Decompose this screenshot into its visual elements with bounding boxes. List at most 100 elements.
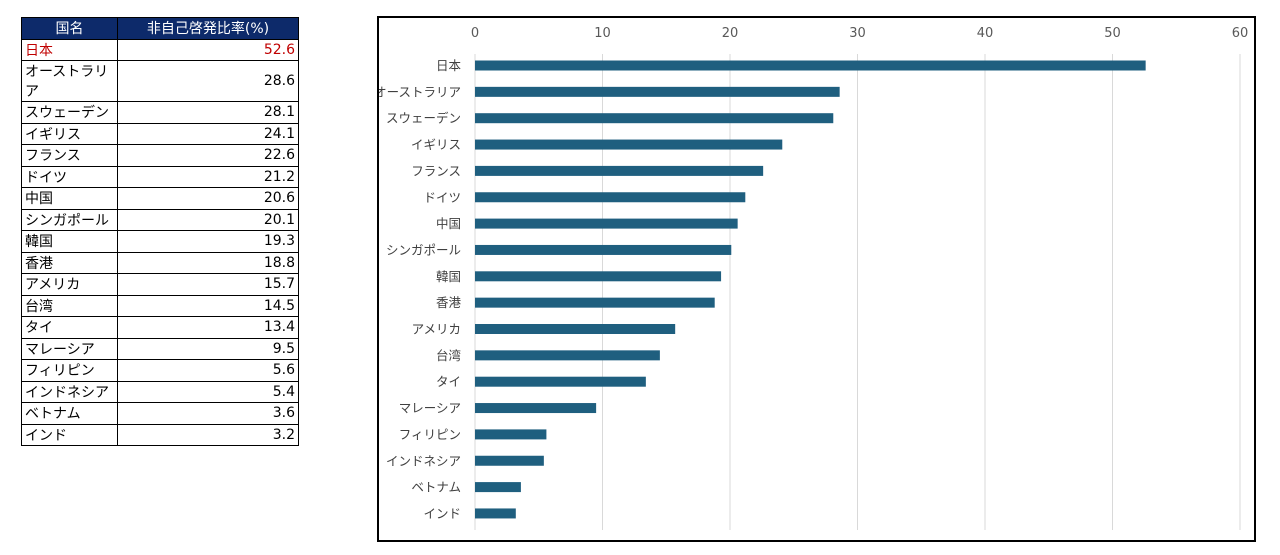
x-tick-label: 30 <box>849 26 866 41</box>
category-label: フランス <box>411 163 461 178</box>
country-cell: フィリピン <box>21 359 118 382</box>
category-label: スウェーデン <box>386 111 461 126</box>
table-row: シンガポール 20.1 <box>21 208 299 231</box>
data-table: 国名 非自己啓発比率(%) 日本 52.6 オーストラリア 28.6 スウェーデン 28.… <box>21 17 299 446</box>
bar <box>475 218 738 229</box>
country-cell: スウェーデン <box>21 101 118 124</box>
country-cell: ベトナム <box>21 402 118 425</box>
table-row: 韓国 19.3 <box>21 230 299 253</box>
country-cell: アメリカ <box>21 273 118 296</box>
ratio-cell: 24.1 <box>117 122 299 145</box>
x-tick-label: 10 <box>594 26 611 41</box>
ratio-cell: 5.6 <box>117 359 299 382</box>
ratio-cell: 3.6 <box>117 402 299 425</box>
bar <box>475 113 834 124</box>
country-cell: マレーシア <box>21 337 118 360</box>
country-cell: ドイツ <box>21 165 118 188</box>
country-cell: 韓国 <box>21 230 118 253</box>
bar <box>475 139 783 150</box>
table-row: 台湾 14.5 <box>21 294 299 317</box>
table-row: オーストラリア 28.6 <box>21 60 299 102</box>
category-label: フィリピン <box>399 427 461 442</box>
ratio-cell: 22.6 <box>117 144 299 167</box>
bar <box>475 508 516 519</box>
bar-chart: 0 10 20 30 40 50 60 日本 オーストラリア スウェーデン イギリス フランス ドイツ中… <box>377 16 1256 542</box>
ratio-cell: 9.5 <box>117 337 299 360</box>
table-row: ドイツ 21.2 <box>21 165 299 188</box>
bar <box>475 403 597 414</box>
country-cell: 台湾 <box>21 294 118 317</box>
ratio-cell: 14.5 <box>117 294 299 317</box>
category-label: 中国 <box>436 216 461 231</box>
x-tick-label: 20 <box>722 26 739 41</box>
bar <box>475 86 840 97</box>
ratio-cell: 21.2 <box>117 165 299 188</box>
bar <box>475 376 646 387</box>
category-label: ベトナム <box>411 480 461 495</box>
table-header-row: 国名 非自己啓発比率(%) <box>21 17 299 40</box>
header-ratio: 非自己啓発比率(%) <box>117 17 299 40</box>
bar <box>475 324 676 334</box>
category-label: シンガポール <box>386 242 461 257</box>
ratio-cell: 19.3 <box>117 230 299 253</box>
header-country: 国名 <box>21 17 118 40</box>
country-cell: イギリス <box>21 122 118 145</box>
category-label: 日本 <box>436 58 462 73</box>
table-row: 中国 20.6 <box>21 187 299 210</box>
table-row: アメリカ 15.7 <box>21 273 299 296</box>
category-label: イギリス <box>411 137 461 152</box>
ratio-cell: 28.1 <box>117 101 299 124</box>
table-row: インドネシア 5.4 <box>21 380 299 403</box>
country-cell: オーストラリア <box>21 60 118 102</box>
ratio-cell: 15.7 <box>117 273 299 296</box>
ratio-cell: 5.4 <box>117 380 299 403</box>
bar <box>475 60 1146 71</box>
ratio-cell: 13.4 <box>117 316 299 339</box>
bar <box>475 482 521 493</box>
category-label: インドネシア <box>386 453 461 468</box>
bar <box>475 192 746 203</box>
ratio-cell: 3.2 <box>117 423 299 446</box>
category-label: 台湾 <box>436 348 461 363</box>
bar <box>475 244 732 255</box>
category-label: オーストラリア <box>379 84 461 99</box>
ratio-cell: 28.6 <box>117 60 299 102</box>
country-cell: シンガポール <box>21 208 118 231</box>
category-label: タイ <box>436 374 461 389</box>
table-row: イギリス 24.1 <box>21 122 299 145</box>
bar <box>475 297 715 308</box>
table-row: 香港 18.8 <box>21 251 299 274</box>
category-label: 韓国 <box>436 269 461 284</box>
country-cell: タイ <box>21 316 118 339</box>
category-label: マレーシア <box>399 401 461 416</box>
category-label: 香港 <box>436 295 462 310</box>
bar <box>475 350 660 361</box>
table-body: 日本 52.6 オーストラリア 28.6 スウェーデン 28.1 イギリス 24.1 フランス 2… <box>21 38 299 446</box>
bar <box>475 429 547 440</box>
country-cell: 香港 <box>21 251 118 274</box>
table-row: マレーシア 9.5 <box>21 337 299 360</box>
x-tick-label: 0 <box>471 26 479 41</box>
table-row: スウェーデン 28.1 <box>21 101 299 124</box>
ratio-cell: 52.6 <box>117 38 299 61</box>
country-cell: 日本 <box>21 38 118 61</box>
x-tick-label: 40 <box>977 26 994 41</box>
bar <box>475 455 544 466</box>
category-label: アメリカ <box>412 322 461 337</box>
ratio-cell: 18.8 <box>117 251 299 274</box>
category-label: インド <box>423 506 461 521</box>
country-cell: インド <box>21 423 118 446</box>
country-cell: インドネシア <box>21 380 118 403</box>
bar <box>475 271 722 282</box>
table-row: フランス 22.6 <box>21 144 299 167</box>
x-tick-label: 60 <box>1232 26 1249 41</box>
table-row: 日本 52.6 <box>21 38 299 61</box>
bar <box>475 165 764 176</box>
x-tick-label: 50 <box>1104 26 1121 41</box>
table-row: フィリピン 5.6 <box>21 359 299 382</box>
country-cell: 中国 <box>21 187 118 210</box>
country-cell: フランス <box>21 144 118 167</box>
chart-svg: 0 10 20 30 40 50 60 日本オーストラリアスウェーデンイギリスフランスドイツ中… <box>379 26 1249 530</box>
table-row: インド 3.2 <box>21 423 299 446</box>
table-row: タイ 13.4 <box>21 316 299 339</box>
